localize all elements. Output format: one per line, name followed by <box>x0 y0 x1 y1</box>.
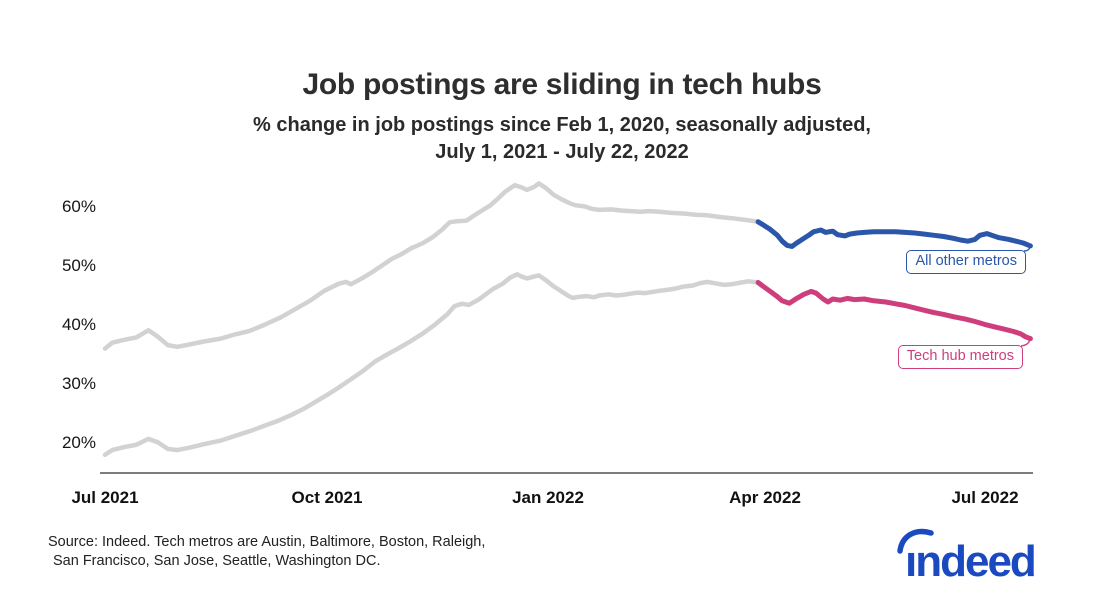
annotation-tech-hub-metros: Tech hub metros <box>897 345 1023 369</box>
y-tick-20: 20% <box>61 433 96 452</box>
y-tick-30: 30% <box>61 374 96 393</box>
indeed-logo: ındeed <box>897 528 1037 586</box>
series-1-accent <box>755 280 1033 342</box>
x-tick-jan-2022: Jan 2022 <box>512 488 584 507</box>
y-tick-50: 50% <box>61 256 96 275</box>
chart-title: Job postings are sliding in tech hubs <box>302 68 822 101</box>
series-0-muted <box>102 181 761 351</box>
source-note-line1: Source: Indeed. Tech metros are Austin, … <box>48 534 486 550</box>
x-tick-apr-2022: Apr 2022 <box>729 488 801 507</box>
source-note-line2: San Francisco, San Jose, Seattle, Washin… <box>53 553 381 569</box>
indeed-logo-arc-icon <box>897 528 934 554</box>
chart-subtitle: % change in job postings since Feb 1, 20… <box>28 112 1096 166</box>
x-tick-jul-2021: Jul 2021 <box>71 488 139 507</box>
chart-subtitle-line2: July 1, 2021 - July 22, 2022 <box>435 141 689 163</box>
annotation-leader-1 <box>1020 338 1031 347</box>
series-1-muted <box>102 272 761 458</box>
chart-subtitle-line1: % change in job postings since Feb 1, 20… <box>253 114 871 136</box>
series-0-accent <box>755 219 1033 249</box>
annotation-leader-0 <box>1023 246 1031 252</box>
y-tick-40: 40% <box>61 315 96 334</box>
indeed-logo-text: ındeed <box>905 537 1035 586</box>
x-tick-oct-2021: Oct 2021 <box>291 488 363 507</box>
y-tick-60: 60% <box>61 197 96 216</box>
x-tick-jul-2022: Jul 2022 <box>951 488 1019 507</box>
annotation-all-other-metros: All other metros <box>906 250 1026 274</box>
